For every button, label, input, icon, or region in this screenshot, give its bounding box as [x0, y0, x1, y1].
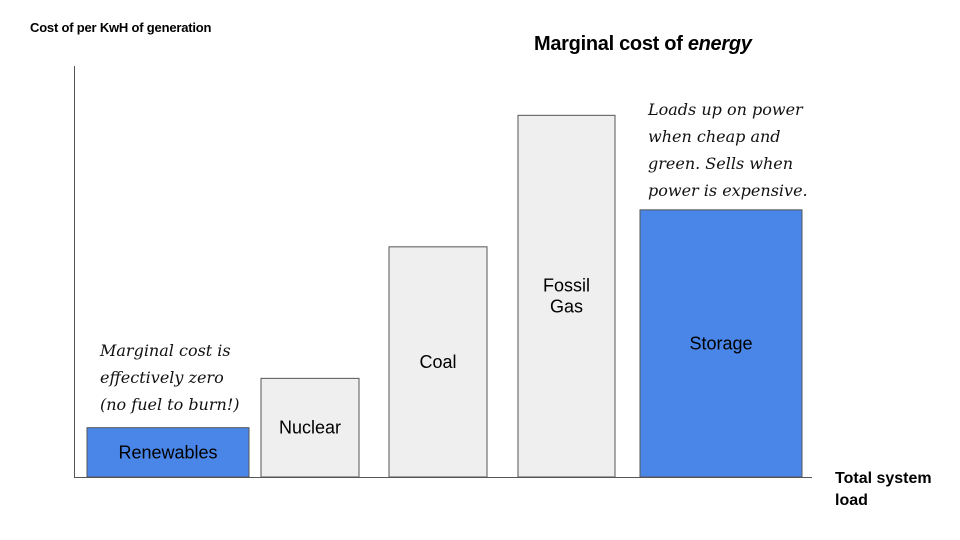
bar-nuclear [260, 377, 360, 478]
y-axis-label: Cost of per KwH of generation [30, 20, 212, 35]
annotation-line: green. Sells when [648, 154, 794, 173]
bar-label-fossil-gas-1: Fossil [543, 276, 590, 296]
annotation-line: Marginal cost is [100, 341, 231, 360]
bar-label-fossil-gas-2: Gas [550, 297, 583, 317]
bar-label-storage: Storage [689, 333, 752, 353]
annotation-line: (no fuel to burn!) [100, 395, 240, 414]
bar-label-nuclear: Nuclear [279, 418, 341, 438]
x-axis-label: Total system load [835, 470, 932, 509]
bar-fossil-gas [517, 114, 616, 478]
chart-title-emphasis: energy [687, 33, 752, 55]
annotation-storage: Loads up on power when cheap and green. Se… [648, 96, 808, 204]
bar-label-renewables: Renewables [118, 442, 217, 462]
annotation-renewables: Marginal cost is effectively zero (no fuel… [100, 337, 239, 418]
bar-coal [388, 246, 488, 478]
chart-title-prefix: Marginal cost of [534, 33, 688, 55]
bar-storage [639, 209, 803, 478]
chart-title: Marginal cost of energy [534, 33, 752, 56]
annotation-line: Loads up on power [648, 100, 803, 119]
bar-renewables [86, 427, 250, 478]
annotation-line: when cheap and [648, 127, 781, 146]
annotation-line: power is expensive. [648, 181, 808, 200]
bar-label-coal: Coal [419, 352, 456, 372]
annotation-line: effectively zero [100, 368, 224, 387]
